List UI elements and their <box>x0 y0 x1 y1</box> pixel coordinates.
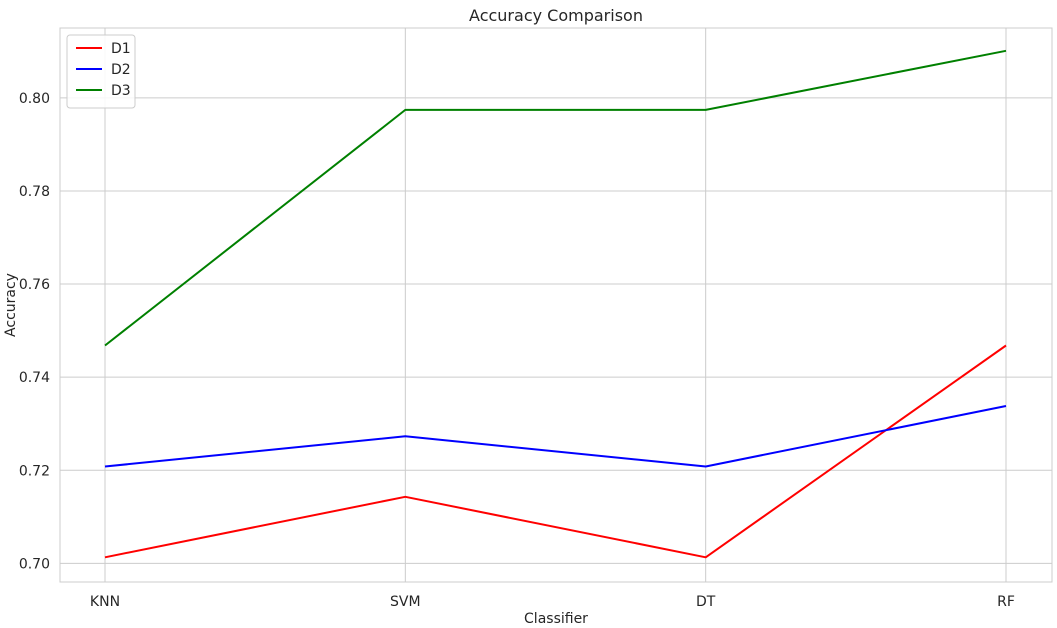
legend-label: D1 <box>111 41 131 57</box>
legend-label: D2 <box>111 62 131 78</box>
chart-title: Accuracy Comparison <box>469 6 643 25</box>
grid-lines <box>60 28 1052 582</box>
y-tick-label: 0.70 <box>19 556 50 572</box>
x-tick-label: KNN <box>90 594 120 610</box>
y-axis-label: Accuracy <box>3 273 19 337</box>
x-tick-label: SVM <box>390 594 421 610</box>
x-tick-labels: KNN SVM DT RF <box>90 594 1015 610</box>
x-tick-label: DT <box>696 594 716 610</box>
legend-label: D3 <box>111 83 131 99</box>
series-line-d3 <box>104 49 1007 347</box>
x-axis-label: Classifier <box>524 611 588 627</box>
y-tick-label: 0.74 <box>19 370 50 386</box>
y-tick-label: 0.80 <box>19 91 50 107</box>
plot-area <box>59 27 1053 583</box>
series-line-d1 <box>104 344 1007 559</box>
legend: D1 D2 D3 <box>66 34 136 109</box>
y-tick-label: 0.76 <box>19 277 50 293</box>
y-tick-label: 0.78 <box>19 184 50 200</box>
y-tick-label: 0.72 <box>19 463 50 479</box>
series-lines <box>104 49 1007 559</box>
x-tick-label: RF <box>997 594 1015 610</box>
series-line-d2 <box>104 405 1007 468</box>
y-tick-labels: 0.70 0.72 0.74 0.76 0.78 0.80 <box>19 91 50 573</box>
